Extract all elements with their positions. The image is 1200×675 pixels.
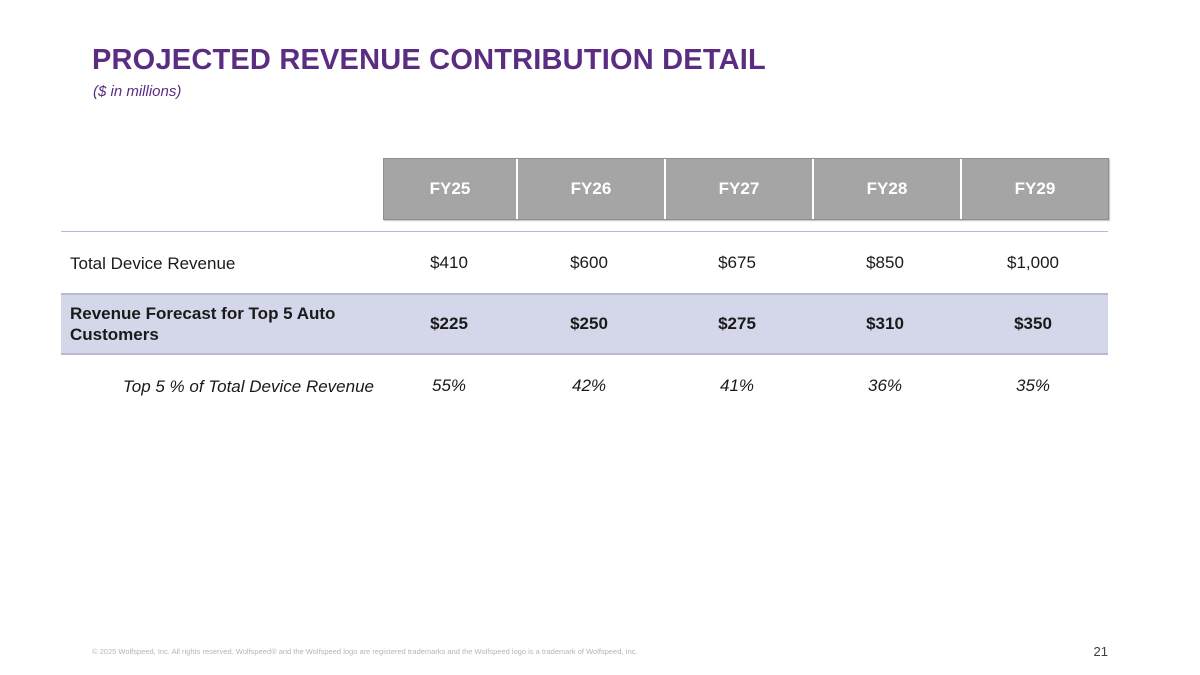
- page-number: 21: [1093, 644, 1108, 659]
- table-row-top5-percent: Top 5 % of Total Device Revenue 55% 42% …: [61, 356, 1108, 416]
- column-header-fy25: FY25: [429, 179, 471, 198]
- page-title: PROJECTED REVENUE CONTRIBUTION DETAIL: [92, 44, 766, 76]
- column-header-fy28: FY28: [812, 159, 960, 219]
- table-cell: $850: [866, 253, 904, 272]
- column-header-fy29: FY29: [960, 159, 1108, 219]
- table-cell: $310: [866, 314, 904, 333]
- row-label: Revenue Forecast for Top 5 Auto Customer…: [70, 304, 336, 344]
- table-row-total-device-revenue: Total Device Revenue $410 $600 $675 $850…: [61, 233, 1108, 293]
- table-cell: $250: [570, 314, 608, 333]
- page-subtitle: ($ in millions): [93, 83, 182, 100]
- table-top-rule: [61, 231, 1108, 232]
- table-cell: $275: [718, 314, 756, 333]
- table-cell: $600: [570, 253, 608, 272]
- table-cell: 41%: [719, 376, 755, 395]
- table-cell: $1,000: [1007, 253, 1059, 272]
- copyright-note: © 2025 Wolfspeed, Inc. All rights reserv…: [92, 647, 638, 656]
- table-cell: $350: [1014, 314, 1052, 333]
- table-cell: $410: [430, 253, 468, 272]
- row-label: Total Device Revenue: [70, 253, 236, 273]
- table-row-top5-auto-forecast: Revenue Forecast for Top 5 Auto Customer…: [61, 293, 1108, 355]
- table-header-row: FY25 FY26 FY27 FY28 FY29: [383, 158, 1109, 220]
- column-header-fy27: FY27: [664, 159, 812, 219]
- table-cell: 42%: [571, 376, 607, 395]
- table-cell: 36%: [867, 376, 903, 395]
- table-cell: $225: [430, 314, 468, 333]
- table-cell: 35%: [1015, 376, 1051, 395]
- table-cell: 55%: [431, 376, 467, 395]
- table-cell: $675: [718, 253, 756, 272]
- row-label: Top 5 % of Total Device Revenue: [122, 376, 374, 396]
- column-header-fy26: FY26: [516, 159, 664, 219]
